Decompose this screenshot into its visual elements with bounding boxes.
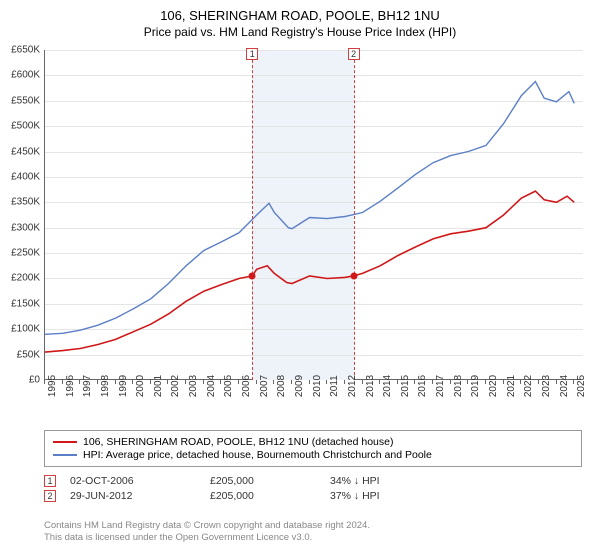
- legend-swatch-hpi: [53, 454, 77, 456]
- legend-item-hpi: HPI: Average price, detached house, Bour…: [53, 449, 573, 461]
- x-tick-label: 2013: [365, 375, 376, 397]
- x-tick-label: 2000: [135, 375, 146, 397]
- x-tick-label: 2025: [576, 375, 587, 397]
- x-tick-label: 2022: [523, 375, 534, 397]
- x-tick-label: 2003: [188, 375, 199, 397]
- sale-date: 29-JUN-2012: [70, 490, 210, 502]
- y-tick-label: £400K: [0, 171, 40, 182]
- x-tick-label: 2001: [153, 375, 164, 397]
- y-tick-label: £500K: [0, 121, 40, 132]
- line-series-svg: [45, 50, 583, 380]
- event-marker-icon: 2: [348, 48, 360, 60]
- x-tick-label: 2005: [223, 375, 234, 397]
- x-tick-label: 2007: [259, 375, 270, 397]
- x-tick-label: 2020: [488, 375, 499, 397]
- event-marker-icon: 1: [246, 48, 258, 60]
- y-tick-label: £250K: [0, 248, 40, 259]
- chart-area: 12 £0£50K£100K£150K£200K£250K£300K£350K£…: [44, 50, 582, 380]
- y-tick-label: £150K: [0, 298, 40, 309]
- series-line-property: [45, 191, 574, 352]
- sale-price: £205,000: [210, 490, 330, 502]
- footer-attribution: Contains HM Land Registry data © Crown c…: [44, 520, 370, 545]
- y-tick-label: £650K: [0, 45, 40, 56]
- sale-price: £205,000: [210, 475, 330, 487]
- sale-date: 02-OCT-2006: [70, 475, 210, 487]
- y-tick-label: £550K: [0, 95, 40, 106]
- sale-row: 1 02-OCT-2006 £205,000 34% ↓ HPI: [44, 475, 450, 487]
- x-tick-label: 2004: [206, 375, 217, 397]
- legend-label-hpi: HPI: Average price, detached house, Bour…: [83, 449, 432, 461]
- x-tick-label: 2002: [170, 375, 181, 397]
- y-tick-label: £0: [0, 375, 40, 386]
- sale-point-dot: [249, 272, 256, 279]
- title-block: 106, SHERINGHAM ROAD, POOLE, BH12 1NU Pr…: [0, 0, 600, 39]
- footer-line: Contains HM Land Registry data © Crown c…: [44, 520, 370, 532]
- legend-label-property: 106, SHERINGHAM ROAD, POOLE, BH12 1NU (d…: [83, 436, 393, 448]
- x-tick-label: 2019: [470, 375, 481, 397]
- x-tick-label: 2023: [541, 375, 552, 397]
- chart-subtitle: Price paid vs. HM Land Registry's House …: [0, 25, 600, 39]
- y-tick-label: £300K: [0, 222, 40, 233]
- x-tick-label: 2012: [347, 375, 358, 397]
- legend-item-property: 106, SHERINGHAM ROAD, POOLE, BH12 1NU (d…: [53, 436, 573, 448]
- x-tick-label: 1996: [65, 375, 76, 397]
- x-tick-label: 1995: [47, 375, 58, 397]
- sales-table: 1 02-OCT-2006 £205,000 34% ↓ HPI 2 29-JU…: [44, 472, 450, 505]
- x-tick-label: 2011: [329, 375, 340, 397]
- x-tick-label: 2006: [241, 375, 252, 397]
- chart-container: 106, SHERINGHAM ROAD, POOLE, BH12 1NU Pr…: [0, 0, 600, 560]
- x-tick-label: 2008: [276, 375, 287, 397]
- y-tick-label: £450K: [0, 146, 40, 157]
- x-tick-label: 2021: [506, 375, 517, 397]
- sale-delta: 37% ↓ HPI: [330, 490, 450, 502]
- x-tick-label: 2014: [382, 375, 393, 397]
- y-tick-label: £100K: [0, 324, 40, 335]
- legend: 106, SHERINGHAM ROAD, POOLE, BH12 1NU (d…: [44, 430, 582, 467]
- x-tick-label: 1998: [100, 375, 111, 397]
- x-tick-label: 2010: [312, 375, 323, 397]
- y-tick-label: £600K: [0, 70, 40, 81]
- x-tick-label: 2009: [294, 375, 305, 397]
- sale-marker-icon: 1: [44, 475, 56, 487]
- plot-region: 12: [44, 50, 582, 380]
- legend-swatch-property: [53, 441, 77, 443]
- x-tick-label: 2016: [417, 375, 428, 397]
- y-tick-label: £200K: [0, 273, 40, 284]
- x-tick-label: 2015: [400, 375, 411, 397]
- y-tick-label: £350K: [0, 197, 40, 208]
- x-tick-label: 1997: [82, 375, 93, 397]
- chart-title: 106, SHERINGHAM ROAD, POOLE, BH12 1NU: [0, 8, 600, 23]
- series-line-hpi: [45, 82, 574, 335]
- sale-delta: 34% ↓ HPI: [330, 475, 450, 487]
- sale-row: 2 29-JUN-2012 £205,000 37% ↓ HPI: [44, 490, 450, 502]
- footer-line: This data is licensed under the Open Gov…: [44, 532, 370, 544]
- x-tick-label: 2017: [435, 375, 446, 397]
- x-tick-label: 2024: [559, 375, 570, 397]
- sale-point-dot: [350, 272, 357, 279]
- sale-marker-icon: 2: [44, 490, 56, 502]
- x-tick-label: 2018: [453, 375, 464, 397]
- y-tick-label: £50K: [0, 349, 40, 360]
- x-tick-label: 1999: [118, 375, 129, 397]
